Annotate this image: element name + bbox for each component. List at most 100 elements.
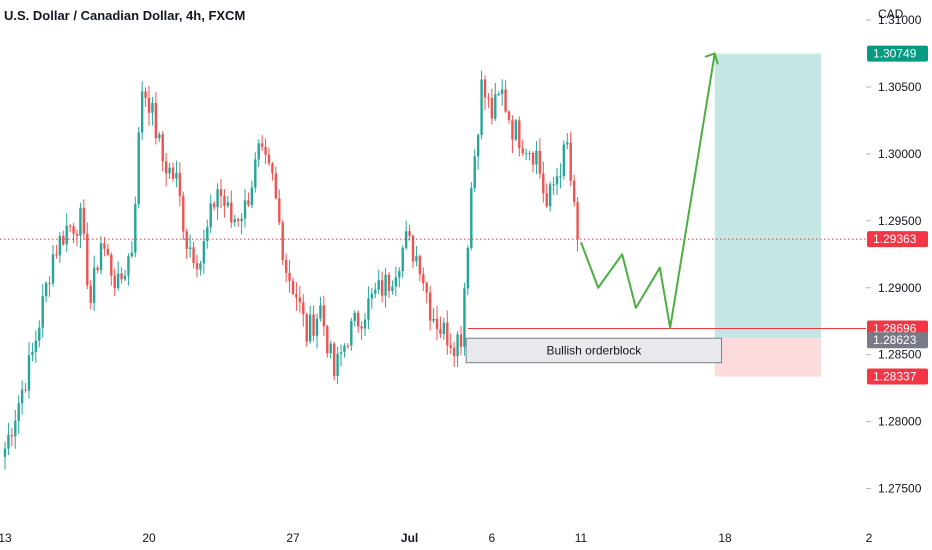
candle [34,330,38,363]
candle-body [545,193,548,207]
candle [188,234,192,258]
candle [398,267,401,288]
candle-body [264,146,267,155]
candle-body [446,322,449,346]
candle-body [192,247,195,264]
candle-body [154,102,158,139]
candle-body [41,296,44,328]
candle [103,237,106,257]
candle-body [206,227,209,241]
candle [363,312,367,337]
price-tick-label: 1.29000 [878,281,922,295]
candle [415,246,418,267]
candle-body [524,153,528,155]
candle [171,162,175,182]
candle-body [473,156,476,189]
candle-body [171,167,175,179]
candle [257,139,260,168]
candle-body [281,222,284,260]
candle [497,91,500,96]
candle [343,343,346,358]
candle [473,148,476,193]
candle [202,229,206,274]
candle-body [44,283,48,297]
candle [384,267,387,308]
candle-body [75,233,79,236]
candle [367,286,370,330]
candle [10,427,14,447]
candle [106,243,110,257]
candle-body [483,79,487,98]
candle-body [10,434,14,437]
candle [79,202,82,249]
candle [435,305,439,341]
candle [260,135,264,151]
candle-body [62,235,65,245]
candle-body [528,153,531,155]
candle [449,333,452,355]
candle-body [452,347,456,357]
orderblock-label: Bullish orderblock [547,343,643,357]
candle-body [459,334,463,347]
candle [490,88,494,125]
candle [507,110,511,124]
candle [140,81,144,140]
candle [531,151,535,173]
candle [274,166,278,200]
candle-body [271,163,274,174]
candle-body [274,173,278,199]
candle-body [518,120,521,149]
time-axis[interactable]: 13 20 27 Jul 6 11 18 2 [0,531,873,545]
candle-body [236,219,240,222]
price-axis[interactable]: CAD 1.31000 1.30500 1.30000 1.29500 1.29000 1… [866,7,922,496]
candle-body [350,320,353,346]
candle-body [92,267,96,303]
candle-body [356,312,360,327]
candle [182,191,185,240]
candle [332,341,336,381]
candle-body [504,89,507,112]
price-tick-label: 1.29500 [878,214,922,228]
candle [336,346,339,384]
drawing-overlays: Bullish orderblock [0,52,866,364]
candle-body [439,329,442,334]
candle-body [326,326,329,354]
candle-body [240,218,243,222]
candle [452,341,456,367]
candle [545,183,548,208]
candle [422,267,425,292]
candle-body [116,273,120,289]
candle-body [226,202,230,206]
candle-body [291,280,295,294]
candle-body [223,195,226,206]
candle-body [370,293,374,299]
candle-body [295,293,298,298]
candle [524,148,528,161]
candle-body [559,176,562,178]
candle [360,321,363,340]
candle [65,212,68,252]
candle-body [86,233,89,286]
candle [144,87,147,108]
candle-body [168,167,171,174]
candle [250,180,254,209]
candle-body [415,256,418,262]
candle [291,277,295,296]
candle [113,268,116,297]
candle-body [380,280,384,296]
zone-price-badge: 1.28623 [867,332,928,349]
candle [31,342,34,362]
candle-body [14,420,17,437]
candle-body [230,202,233,223]
candle [41,284,44,338]
candle [99,236,103,275]
candle-body [284,259,288,273]
candle-body [209,203,212,228]
candle [55,244,58,259]
candle-body [267,154,271,164]
candle-body [418,256,422,275]
candle-body [188,247,192,250]
candle-body [377,280,380,290]
position-zones [714,53,822,377]
